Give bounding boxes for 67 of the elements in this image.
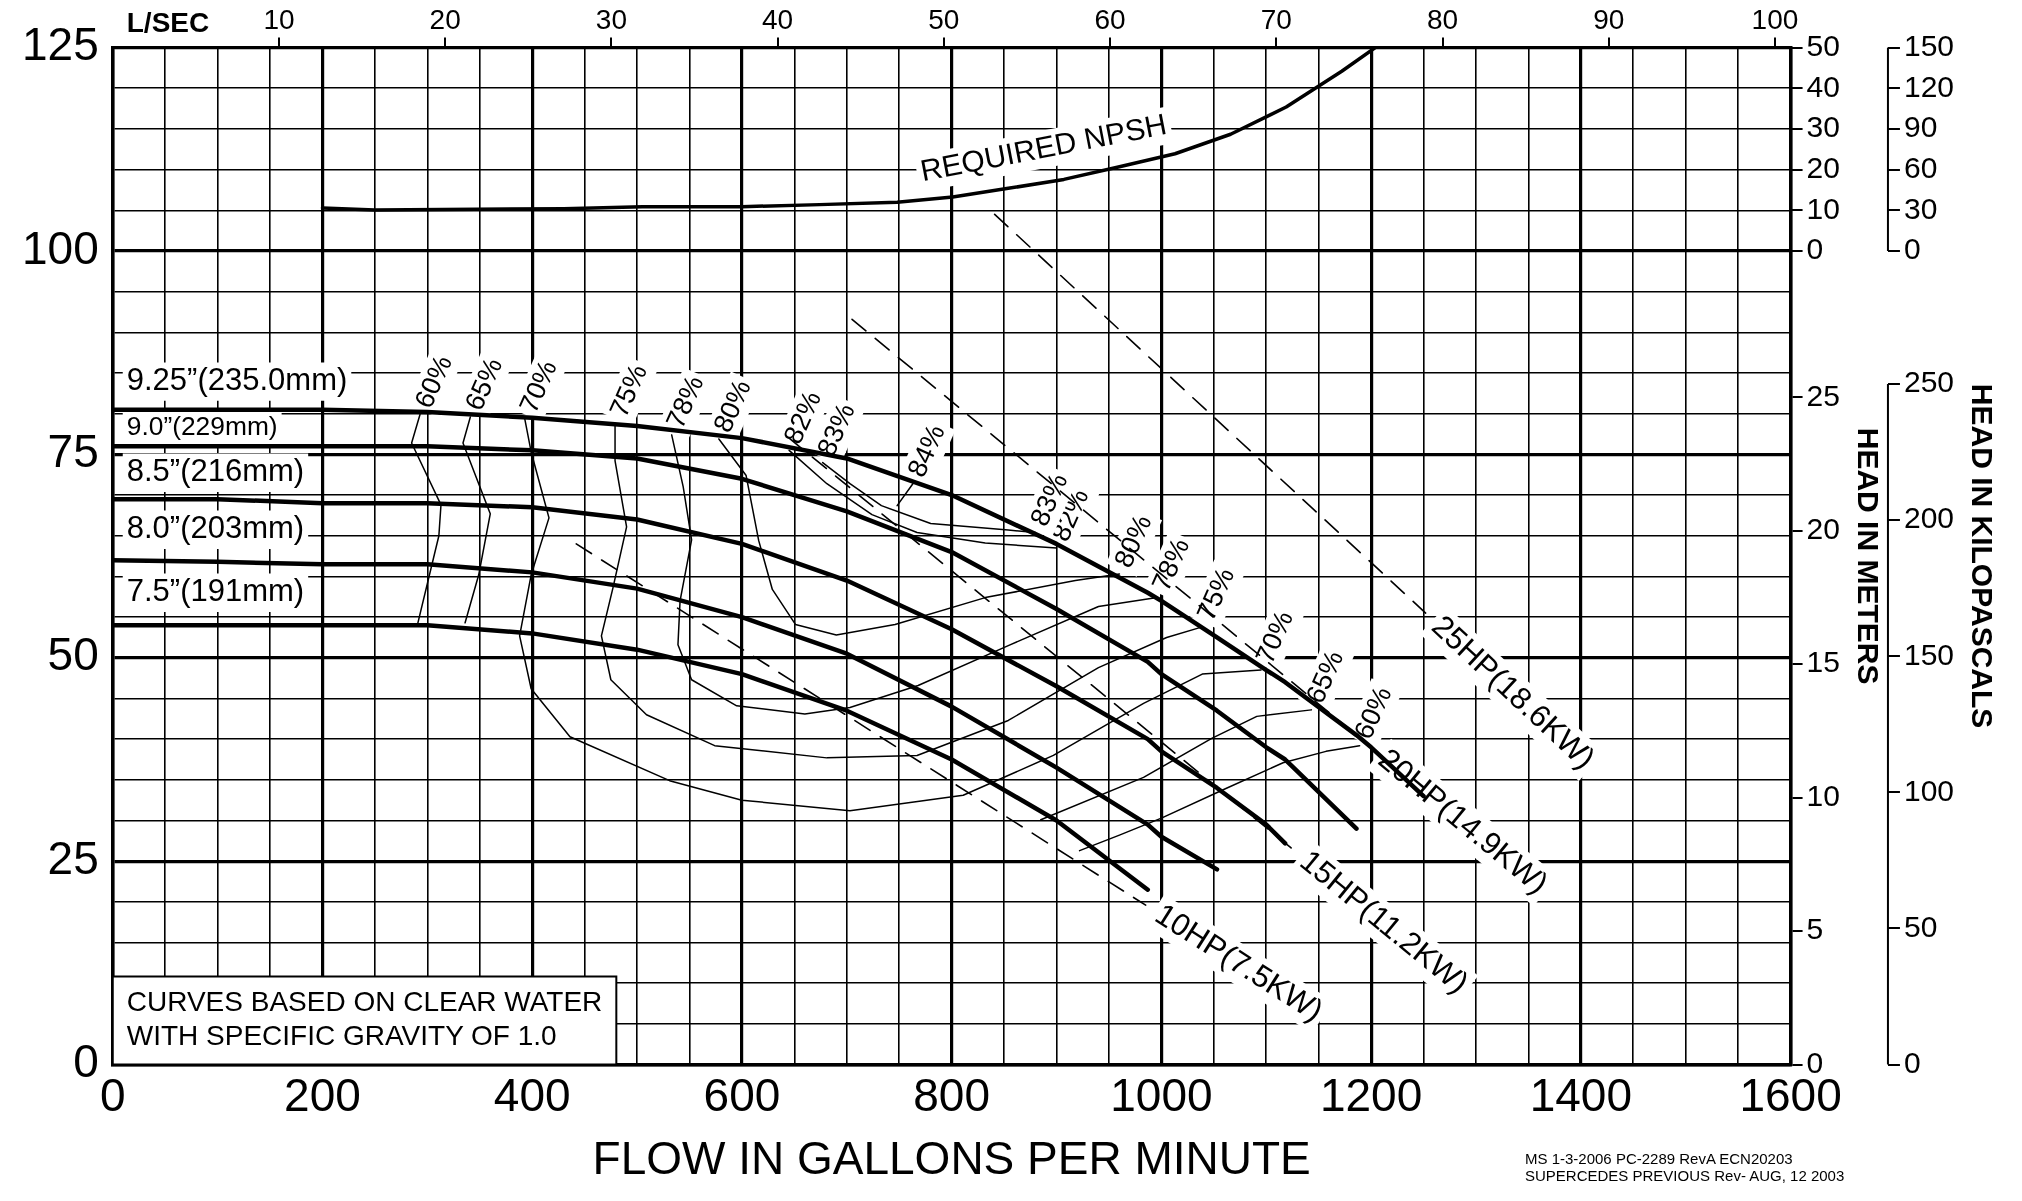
y2-tick-label: 150 xyxy=(1903,28,1955,62)
text: SUPERCEDES PREVIOUS Rev- AUG, 12 2003 xyxy=(1525,1167,1845,1184)
y3-tick-label: 150 xyxy=(1903,637,1955,671)
y2-tick-label: 5 xyxy=(1806,912,1824,946)
x2-tick-label: 90 xyxy=(1593,3,1625,35)
y3-tick-label: 200 xyxy=(1903,501,1955,535)
x-tick-label: 600 xyxy=(703,1068,781,1121)
text: MS 1-3-2006 PC-2289 RevA ECN20203 xyxy=(1525,1150,1794,1167)
y-tick-label: 125 xyxy=(22,18,99,71)
y-tick-label: 50 xyxy=(1806,28,1840,62)
y2-tick-label: 120 xyxy=(1903,69,1955,103)
text: 80% xyxy=(707,375,757,437)
y2-tick-label: 30 xyxy=(1903,191,1938,225)
text: 60% xyxy=(1348,681,1398,744)
series-label: 9.0”(229mm) xyxy=(126,411,278,442)
y3-axis-title: HEAD IN KILOPASCALS xyxy=(1965,383,1999,729)
y-tick-label: 25 xyxy=(47,831,99,884)
x2-tick-label: 40 xyxy=(762,3,794,35)
text: 60% xyxy=(408,350,458,413)
y-tick-label: 30 xyxy=(1806,110,1840,144)
x-axis-title: FLOW IN GALLONS PER MINUTE xyxy=(592,1132,1311,1185)
text: 70% xyxy=(513,355,563,418)
x2-tick-label: 50 xyxy=(928,3,960,35)
text: REQUIRED NPSH xyxy=(917,107,1170,188)
text: 65% xyxy=(1299,646,1350,708)
y-tick-label: 20 xyxy=(1806,150,1840,184)
x-tick-label: 1000 xyxy=(1110,1068,1213,1121)
x2-axis-title: L/SEC xyxy=(126,6,210,38)
y3-tick-label: 0 xyxy=(1903,1045,1921,1079)
y-tick-label: 0 xyxy=(1806,232,1824,266)
x-tick-label: 1200 xyxy=(1319,1068,1423,1121)
annotation: WITH SPECIFIC GRAVITY OF 1.0 xyxy=(126,1020,557,1052)
series-label: 9.25”(235.0mm) xyxy=(126,362,348,398)
x2-tick-label: 10 xyxy=(263,3,295,35)
y-tick-label: 0 xyxy=(73,1035,99,1088)
series-label: 8.0”(203mm) xyxy=(126,510,305,546)
text: 84% xyxy=(901,419,951,482)
x2-tick-label: 70 xyxy=(1260,3,1292,35)
y3-tick-label: 250 xyxy=(1903,365,1955,399)
x-tick-label: 1400 xyxy=(1529,1068,1633,1121)
text: 70% xyxy=(1249,606,1299,668)
text: 78% xyxy=(660,371,710,433)
y2-tick-label: 0 xyxy=(1903,232,1921,266)
y2-axis-title: HEAD IN METERS xyxy=(1851,427,1885,685)
y2-tick-label: 15 xyxy=(1806,645,1840,679)
y-tick-label: 10 xyxy=(1806,191,1840,225)
y2-tick-label: 60 xyxy=(1903,150,1938,184)
x2-tick-label: 60 xyxy=(1094,3,1126,35)
x-tick-label: 400 xyxy=(493,1068,571,1121)
y3-tick-label: 100 xyxy=(1903,773,1955,807)
x2-tick-label: 80 xyxy=(1426,3,1459,35)
y-tick-label: 100 xyxy=(22,221,99,274)
y-tick-label: 75 xyxy=(47,425,99,478)
x-tick-label: 200 xyxy=(284,1068,361,1121)
annotation: CURVES BASED ON CLEAR WATER xyxy=(126,986,603,1018)
x2-tick-label: 100 xyxy=(1751,3,1799,35)
text: 65% xyxy=(458,353,509,415)
y2-tick-label: 90 xyxy=(1903,110,1938,144)
y3-tick-label: 50 xyxy=(1903,909,1938,943)
series-label: 8.5”(216mm) xyxy=(126,453,305,489)
y-tick-label: 50 xyxy=(47,628,99,681)
x-tick-label: 800 xyxy=(913,1068,991,1121)
text: 75% xyxy=(603,359,654,422)
series-label: 7.5”(191mm) xyxy=(126,573,305,609)
x2-tick-label: 20 xyxy=(429,3,461,35)
y-tick-label: 40 xyxy=(1806,69,1840,103)
x2-tick-label: 30 xyxy=(595,3,627,35)
